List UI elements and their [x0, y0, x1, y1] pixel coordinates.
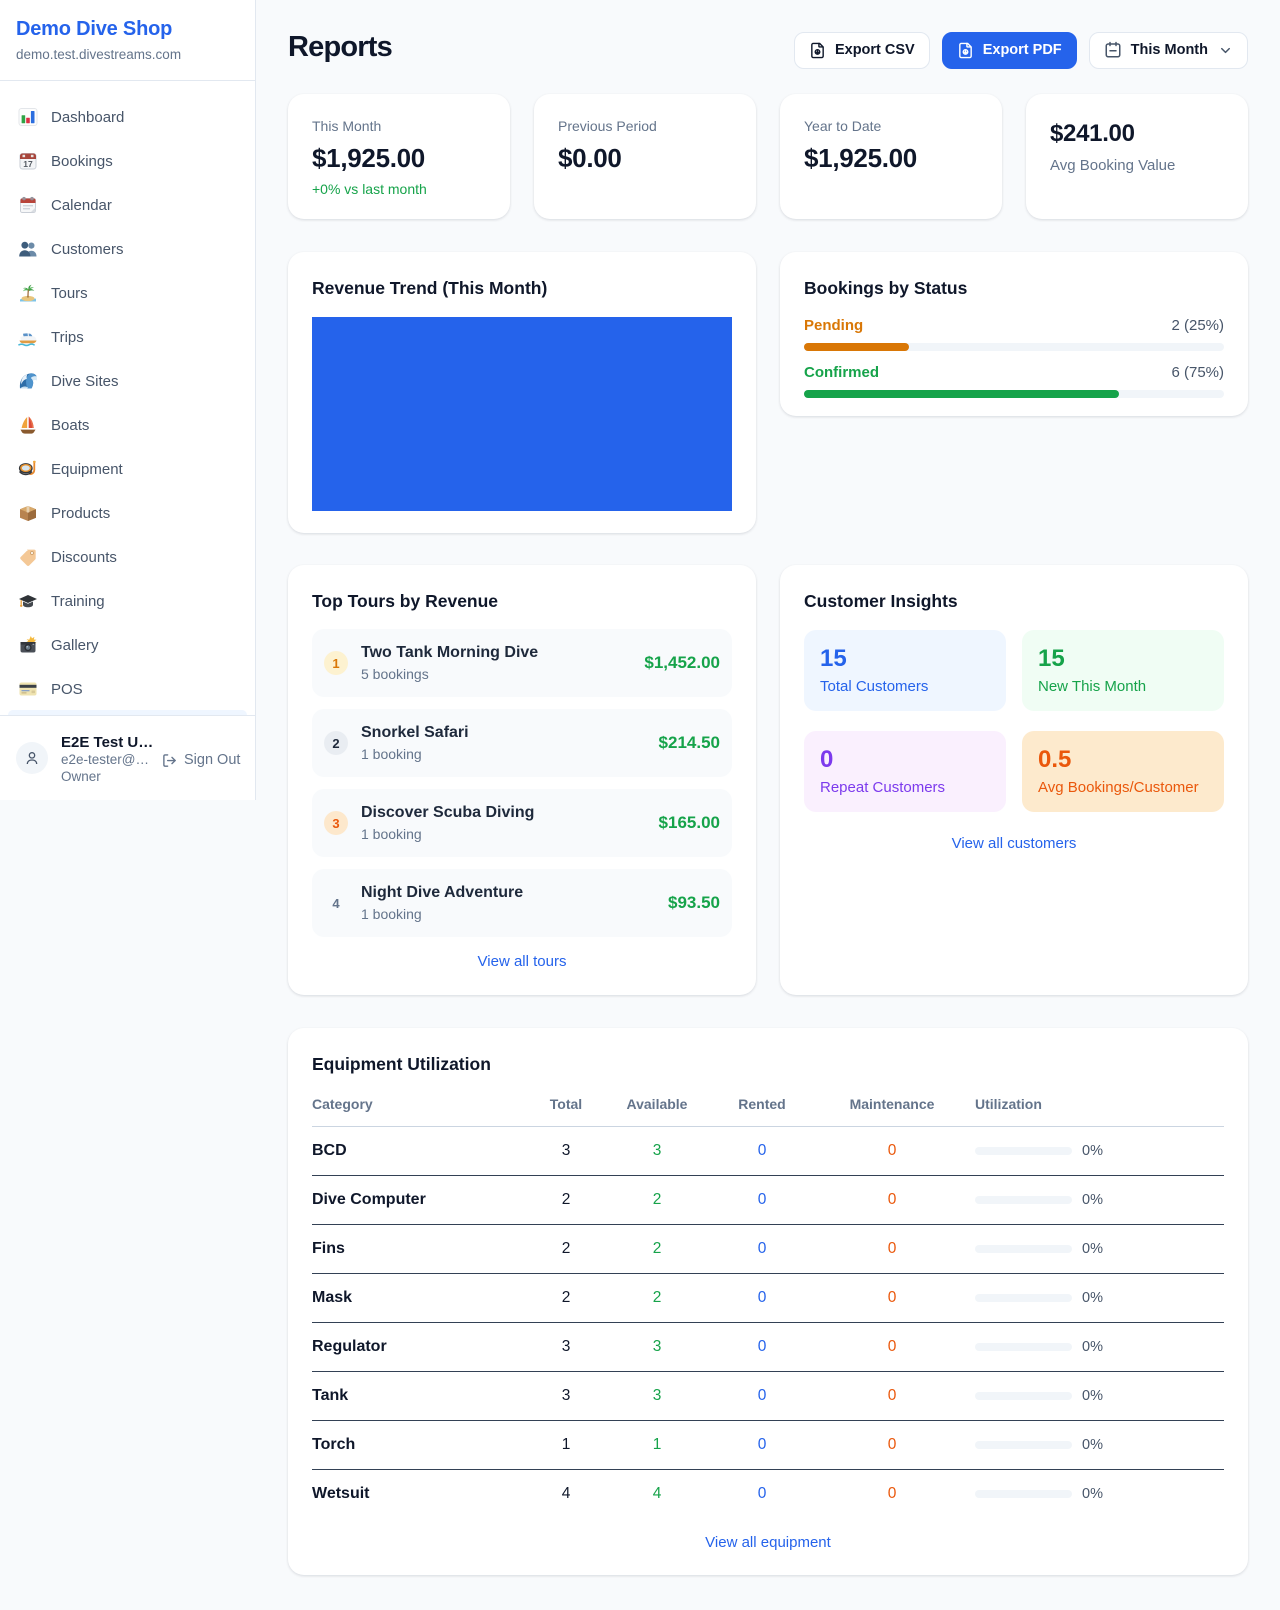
- svg-text:17: 17: [23, 159, 33, 169]
